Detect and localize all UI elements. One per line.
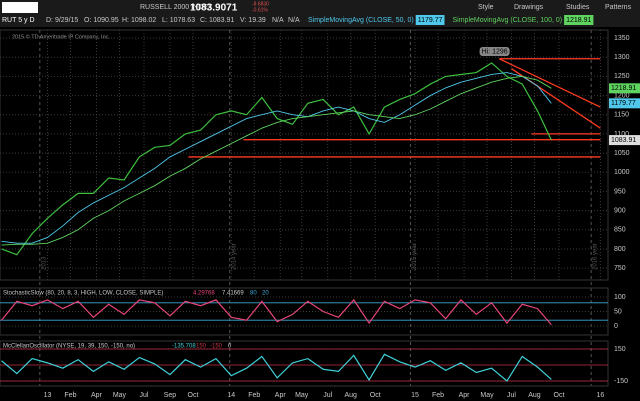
series-line [1,72,552,244]
value-box [609,98,640,109]
menu-patterns[interactable]: Patterns [605,4,632,11]
chart-label: RUT 5 y D [2,17,35,24]
symbol-input[interactable] [2,2,38,13]
panel-value: 150 [196,344,207,350]
panel-value: 0 [228,344,232,350]
y-tick-label: -150 [614,378,628,385]
value-box [609,135,640,146]
panel-frame [0,29,609,281]
close: C: 1083.91 [200,17,234,24]
panel-title: StochasticSlow (80, 20, 8, 3, HIGH, LOW,… [3,291,163,297]
index-name: RUSSELL 2000 INDEX [140,4,213,11]
y-tick-label: 1200 [614,92,630,99]
legend-value: 1218.91 [566,17,591,24]
panel-value: 20 [262,291,269,297]
x-tick-label: Aug [344,392,357,399]
series-line [1,353,552,382]
open: O: 1090.95 [84,17,119,24]
y-tick-label: 1050 [614,150,630,157]
legend-entry: SimpleMovingAvg (CLOSE, 50, 0) [308,17,414,24]
year-label: 2013 [41,256,47,270]
y-tick-label: 1250 [614,73,630,80]
x-tick-label: Jul [139,392,148,399]
y-tick-label: 100 [614,294,626,301]
x-tick-label: Oct [554,392,565,399]
y-tick-label: 800 [614,246,626,253]
panel-frame [0,340,609,387]
volume: V: 19.39 [240,17,266,24]
value-box [609,83,640,94]
y-tick-label: 1300 [614,54,630,61]
date: D: 9/29/15 [46,17,78,24]
value-box-label: 1218.91 [611,85,636,92]
y-tick-label: 1350 [614,35,630,42]
x-tick-label: Jul [323,392,332,399]
x-tick-label: May [295,392,309,399]
y-tick-label: 150 [614,346,626,353]
series-line [1,75,552,246]
panel-value: -150 [210,344,223,350]
copyright: 2015 © TD Ameritrade IP Company, Inc. [12,33,110,40]
value-box-label: 1179.77 [611,100,636,107]
series-line [1,62,552,256]
y-tick-label: 1100 [614,131,629,138]
panel-title: McClellanOscillator (NYSE, 19, 39, 150, … [3,344,135,350]
x-tick-label: Apr [459,392,471,399]
value-box-label: 1083.91 [611,137,636,144]
legend-value-box [564,15,594,25]
year-label: 2014 year [231,243,237,270]
x-tick-label: Feb [64,392,76,399]
x-tick-label: Oct [188,392,199,399]
y-tick-label: 1150 [614,112,629,119]
y-tick-label: 1000 [614,169,630,176]
last-price: 1083.9071 [190,3,238,14]
high: H: 1098.02 [122,17,156,24]
x-tick-label: Feb [248,392,260,399]
x-tick-label: Oct [370,392,381,399]
legend-value: 1179.77 [418,17,443,24]
drawing-line [498,58,601,108]
panel-value: -135.708 [172,344,196,350]
na: N/A [288,17,300,24]
y-tick-label: 750 [614,265,626,272]
x-tick-label: Jul [507,392,516,399]
menu-studies[interactable]: Studies [566,4,590,11]
panel-value: 7.41669 [222,291,244,297]
toolbar [0,0,640,27]
low: L: 1078.63 [162,17,195,24]
x-tick-label: 13 [44,392,52,399]
panel-value: 80 [250,291,257,297]
x-tick-label: 15 [411,392,419,399]
panel-frame [0,287,609,336]
year-label: 2016 year [593,243,599,270]
x-tick-label: Apr [91,392,103,399]
y-tick-label: 850 [614,227,626,234]
series-line [1,298,552,326]
change: -8.6830 [252,1,269,7]
y-tick-label: 50 [614,308,622,315]
panel-value: 4.29768 [193,291,215,297]
x-tick-label: May [113,392,127,399]
x-tick-label: Apr [275,392,287,399]
menu-style[interactable]: Style [478,4,494,11]
legend-value-box [415,15,445,25]
x-tick-label: 14 [227,392,235,399]
y-tick-label: 950 [614,188,626,195]
x-tick-label: 16 [596,392,604,399]
legend-entry: SimpleMovingAvg (CLOSE, 100, 0) [453,17,563,24]
x-tick-label: May [480,392,494,399]
x-tick-label: Aug [528,392,541,399]
y-tick-label: 900 [614,207,626,214]
x-tick-label: Sep [164,392,177,399]
menu-drawings[interactable]: Drawings [514,4,544,11]
annotation-box [479,46,510,56]
annotation: Hi: 1296 [482,48,508,55]
x-tick-label: Feb [432,392,444,399]
y-tick-label: 0 [614,323,618,330]
year-label: 2015 year [412,243,418,270]
na: N/A [272,17,284,24]
change-pct: -0.61% [252,7,268,13]
